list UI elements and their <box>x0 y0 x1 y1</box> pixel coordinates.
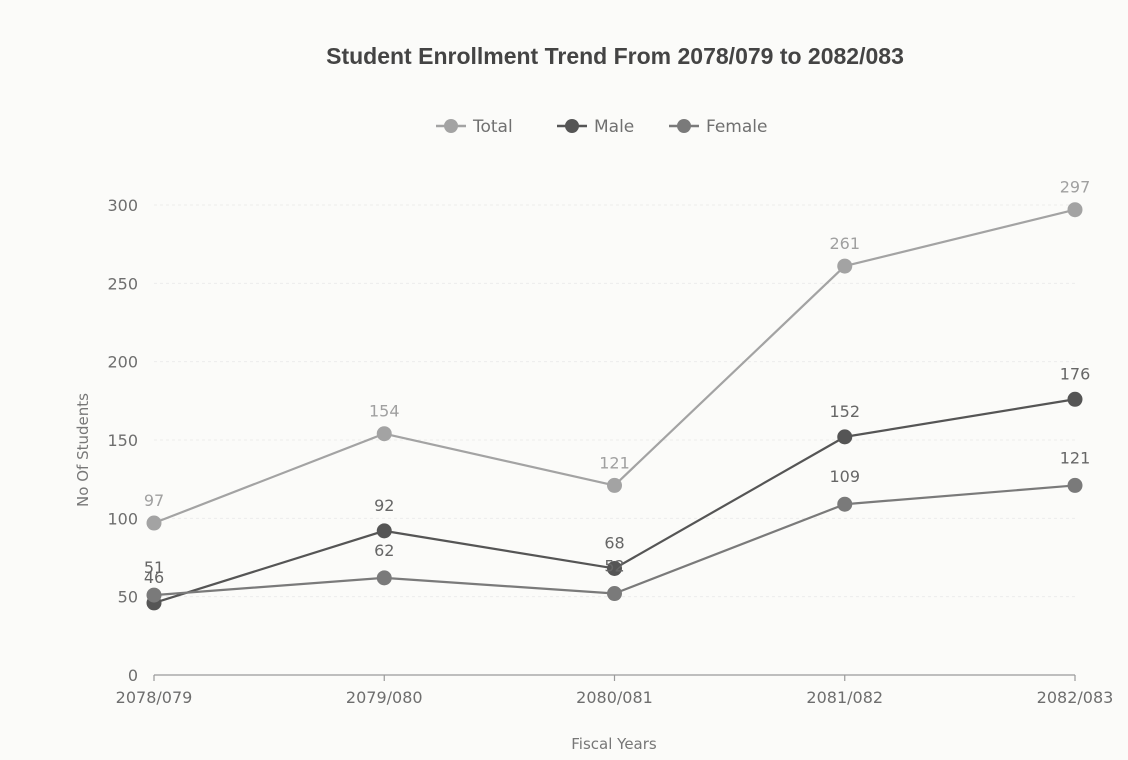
y-axis-label: No Of Students <box>74 393 92 507</box>
point-female-2081-082 <box>837 496 853 512</box>
point-male-2080-081 <box>607 560 622 576</box>
y-tick-label-0: 0 <box>128 666 138 685</box>
x-tick-label-2079-080: 2079/080 <box>346 688 423 707</box>
data-label-female-2081-082: 109 <box>829 467 860 486</box>
point-total-2082-083 <box>1067 202 1083 218</box>
legend-label-total: Total <box>472 117 513 137</box>
point-male-2079-080 <box>376 523 392 539</box>
data-label-total-2079-080: 154 <box>369 402 400 421</box>
data-label-male-2078-079: 46 <box>144 568 164 587</box>
data-label-male-2080-081: 68 <box>604 533 624 552</box>
point-male-2081-082 <box>837 429 853 445</box>
x-tick-label-2081-082: 2081/082 <box>806 688 883 707</box>
point-female-2079-080 <box>376 570 392 586</box>
data-label-female-2082-083: 121 <box>1060 448 1091 467</box>
point-total-2081-082 <box>837 258 853 274</box>
data-label-male-2081-082: 152 <box>829 402 860 421</box>
series-layer <box>146 202 1083 611</box>
chart-title: Student Enrollment Trend From 2078/079 t… <box>326 43 904 69</box>
y-tick-label-50: 50 <box>118 588 138 607</box>
data-label-total-2082-083: 297 <box>1060 178 1091 197</box>
data-label-total-2081-082: 261 <box>829 234 860 253</box>
point-total-2078-079 <box>146 515 162 531</box>
legend-label-female: Female <box>706 117 767 137</box>
legend-label-male: Male <box>594 117 634 137</box>
x-axis-label: Fiscal Years <box>571 735 657 753</box>
legend-marker-total <box>444 119 458 133</box>
x-tick-label-2080-081: 2080/081 <box>576 688 653 707</box>
point-total-2079-080 <box>376 426 392 442</box>
y-tick-label-250: 250 <box>107 274 138 293</box>
data-label-total-2078-079: 97 <box>144 491 164 510</box>
y-tick-label-100: 100 <box>107 509 138 528</box>
point-male-2082-083 <box>1067 391 1083 407</box>
x-tick-label-2078-079: 2078/079 <box>116 688 193 707</box>
legend-marker-female <box>677 119 691 133</box>
legend-marker-male <box>565 119 579 133</box>
data-label-male-2082-083: 176 <box>1060 364 1091 383</box>
x-tick-label-2082-083: 2082/083 <box>1037 688 1114 707</box>
series-line-total <box>153 208 1076 525</box>
legend: Total Male Female <box>436 117 767 137</box>
data-label-male-2079-080: 92 <box>374 496 394 515</box>
y-tick-label-200: 200 <box>107 353 138 372</box>
data-label-total-2080-081: 121 <box>599 453 630 472</box>
y-tick-label-300: 300 <box>107 196 138 215</box>
data-label-female-2079-080: 62 <box>374 541 394 560</box>
axes: 0 50 100 150 200 250 300 2078/079 2079/080 2080/0… <box>107 196 1113 707</box>
point-female-2082-083 <box>1067 477 1083 493</box>
data-label-female-2078-079: 51 <box>144 558 164 577</box>
data-label-female-2080-081: 52 <box>604 557 624 576</box>
point-total-2080-081 <box>607 477 622 493</box>
point-female-2078-079 <box>146 587 162 603</box>
data-labels: 97 154 121 261 297 46 92 68 152 176 51 62 52 109 121 <box>144 178 1090 587</box>
y-tick-label-150: 150 <box>107 431 138 450</box>
point-female-2080-081 <box>607 586 622 602</box>
